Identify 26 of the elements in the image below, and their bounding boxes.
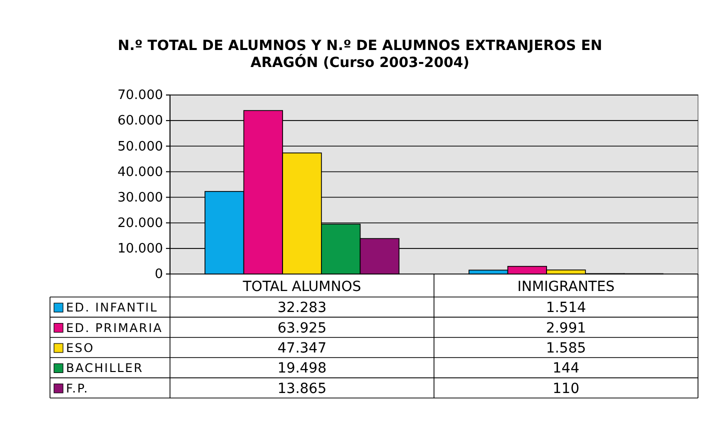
- x-tick-label: TOTAL ALUMNOS: [242, 279, 362, 295]
- chart-title: N.º TOTAL DE ALUMNOS Y N.º DE ALUMNOS EXTRANJEROS EN ARAGÓN (Curso 2003-2004): [118, 38, 602, 71]
- data-label: 32.283: [278, 300, 326, 316]
- data-label: 13.865: [278, 380, 326, 397]
- legend-label: ED. INFANTIL: [66, 300, 158, 315]
- legend-label: ESO: [66, 341, 94, 355]
- y-tick-label: 50.000: [118, 139, 163, 154]
- y-tick-label: 20.000: [118, 216, 163, 232]
- y-tick-label: 40.000: [118, 164, 163, 180]
- data-label: 1.514: [546, 300, 586, 316]
- legend-label: BACHILLER: [66, 361, 144, 376]
- data-label: 63.925: [278, 320, 326, 336]
- y-tick-label: 0: [154, 267, 163, 282]
- x-tick-label: INMIGRANTES: [517, 279, 615, 295]
- y-tick-label: 10.000: [118, 242, 163, 257]
- data-label: 19.498: [278, 360, 326, 377]
- y-tick-label: 60.000: [118, 114, 163, 129]
- y-tick-label: 70.000: [118, 88, 163, 104]
- legend-label: F.P.: [66, 381, 89, 396]
- legend-label: ED. PRIMARIA: [66, 320, 163, 335]
- data-label: 2.991: [546, 320, 586, 336]
- data-label: 110: [552, 380, 580, 397]
- data-label: 47.347: [278, 340, 326, 356]
- data-label: 1.585: [546, 340, 586, 356]
- y-tick-label: 30.000: [118, 190, 163, 206]
- data-label: 144: [552, 360, 580, 377]
